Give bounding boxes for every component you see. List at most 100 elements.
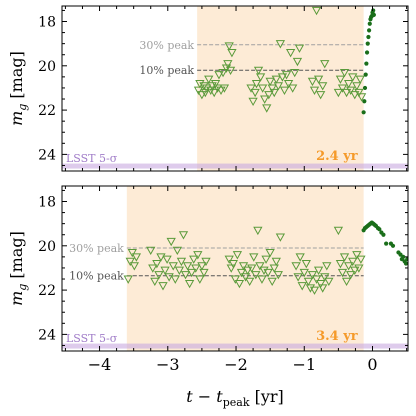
upper-limit-marker [309,86,320,95]
upper-limit-marker [303,277,314,287]
upper-limit-marker [245,277,255,287]
x-tick-label: 0 [367,355,377,374]
upper-limit-marker [201,257,211,267]
observing-window [197,6,364,171]
upper-limit-marker [343,262,354,271]
upper-limit-marker [320,273,330,282]
upper-limit-marker [148,264,158,273]
upper-limit-marker [219,84,230,93]
upper-limit-marker [293,273,303,282]
upper-limit-marker [160,266,170,275]
upper-limit-marker [262,104,272,113]
upper-limit-marker [248,97,258,107]
peak-label-30: 30% peak [139,39,194,52]
detection-marker [363,72,368,77]
upper-limit-marker [279,86,290,95]
upper-limit-marker [339,253,350,262]
upper-limit-marker [275,233,286,242]
upper-limit-marker [343,80,354,89]
upper-limit-marker [260,95,270,104]
upper-limit-marker [337,268,348,278]
peak-label-30: 30% peak [69,242,124,255]
upper-limit-marker [350,91,360,100]
upper-limit-marker [199,82,209,91]
upper-limit-marker [197,91,207,100]
detection-marker [405,256,408,262]
upper-limit-marker [285,49,296,58]
upper-limit-marker [269,88,279,98]
y-tick-label: 22 [38,283,56,299]
upper-limit-marker [193,251,203,260]
upper-limit-marker [346,86,356,95]
upper-limit-marker [232,251,243,260]
upper-limit-marker [234,279,245,289]
upper-limit-marker [267,84,277,93]
upper-limit-marker [176,257,187,267]
upper-limit-marker [356,93,367,102]
upper-limit-marker [311,6,322,16]
upper-limit-marker [223,60,233,69]
upper-limit-marker [341,277,352,287]
upper-limit-marker [253,226,263,236]
upper-limit-marker [240,273,251,282]
upper-limit-marker [269,264,279,273]
upper-limit-marker [318,82,328,91]
detection-marker [365,41,370,46]
upper-limit-marker [125,257,135,267]
upper-limit-marker [123,275,133,284]
upper-limit-marker [238,262,249,271]
upper-limit-marker [250,88,260,98]
upper-limit-marker [301,260,311,269]
upper-limit-marker [227,49,237,58]
upper-limit-marker [295,253,305,262]
detection-marker [366,34,371,40]
y-tick-label: 18 [38,195,56,211]
x-tick-label: −3 [156,355,180,374]
upper-limit-marker [354,264,364,273]
lsst-limit-band [62,343,408,349]
window-duration-label: 3.4 yr [316,329,358,344]
upper-limit-marker [202,84,212,93]
upper-limit-marker [277,73,288,82]
x-axis-label: t − tpeak [yr] [186,387,284,409]
upper-limit-marker [335,260,346,269]
detection-marker [364,61,369,66]
upper-limit-marker [195,275,205,284]
upper-limit-marker [242,266,253,275]
upper-limit-marker [315,279,326,289]
upper-limit-marker [255,262,265,271]
upper-limit-marker [236,268,247,278]
y-axis-label: mg [mag] [7,51,29,126]
detection-marker [367,21,372,26]
upper-limit-marker [292,57,303,67]
y-axis-label: mg [mag] [7,231,29,306]
upper-limit-marker [195,80,205,89]
upper-limit-marker [187,268,197,278]
upper-limit-marker [273,82,283,91]
upper-limit-marker [257,84,268,93]
detection-marker [377,227,382,232]
detection-marker [381,232,386,237]
y-tick-label: 24 [38,147,56,163]
panel-plot-area [62,6,408,171]
panel-plot-area [62,186,408,351]
upper-limit-marker [152,260,162,269]
upper-limit-marker [170,275,180,284]
upper-limit-marker [267,277,277,287]
upper-limit-marker [283,80,294,89]
upper-limit-marker [224,42,234,51]
upper-limit-marker [172,246,182,256]
upper-limit-marker [214,71,224,80]
upper-limit-marker [146,246,156,256]
peak-label-10: 10% peak [139,64,194,77]
x-tick-label: −4 [88,355,112,374]
x-tick-label: −1 [292,355,316,374]
detection-marker [371,12,376,17]
upper-limit-marker [166,237,176,247]
upper-limit-marker [348,73,358,82]
upper-limit-marker [299,268,309,278]
upper-limit-marker [275,40,286,49]
upper-limit-marker [339,68,350,78]
upper-limit-marker [209,88,219,98]
upper-limit-marker [224,255,234,264]
